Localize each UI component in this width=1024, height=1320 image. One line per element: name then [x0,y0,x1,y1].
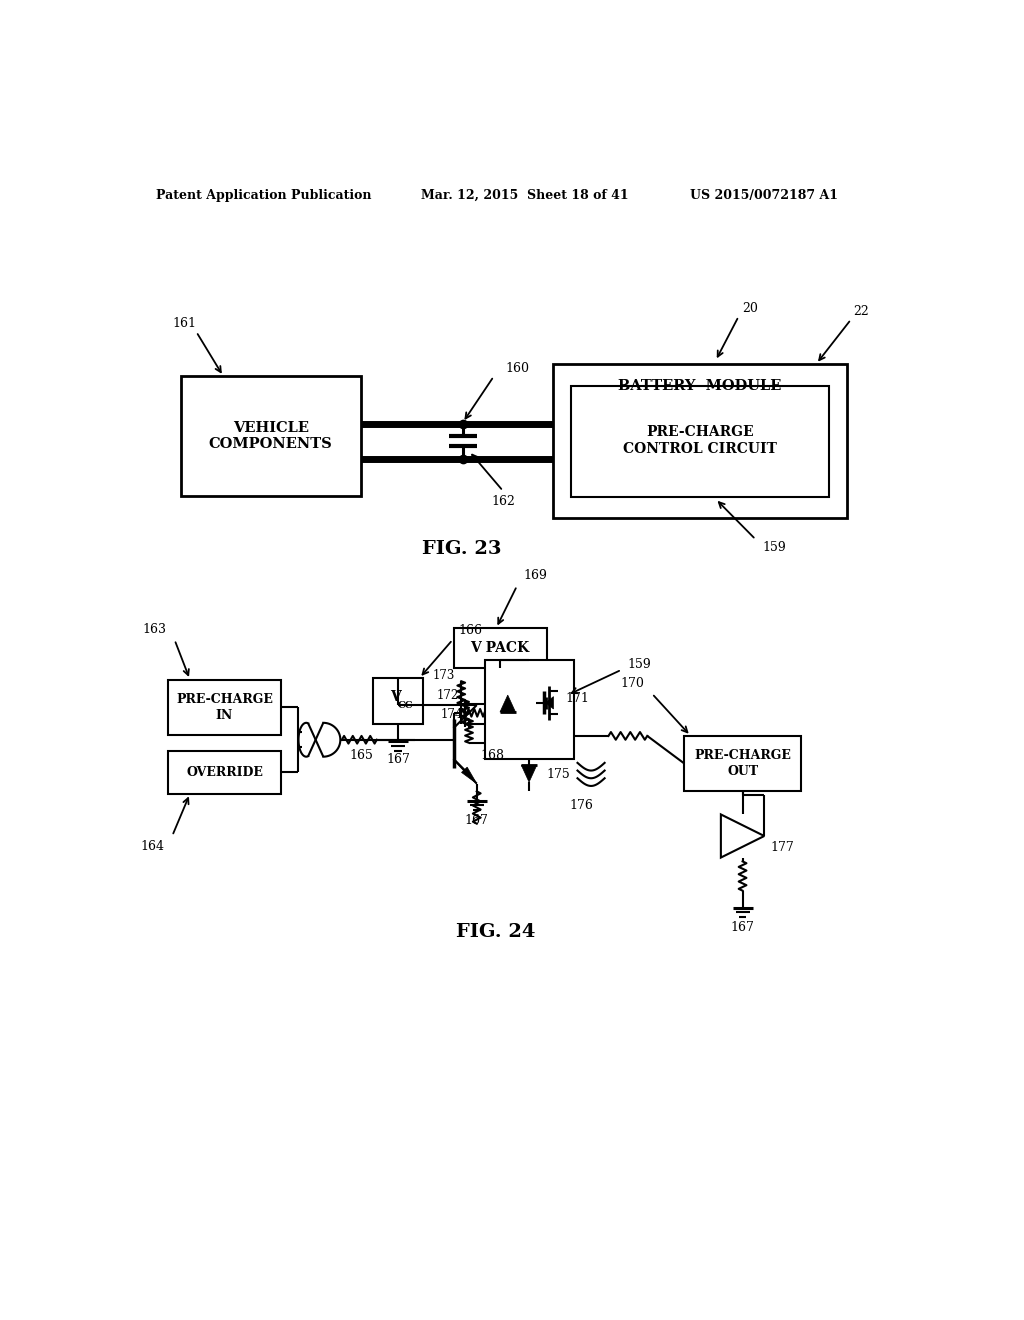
Text: VEHICLE: VEHICLE [232,421,308,436]
Text: 160: 160 [506,362,529,375]
Text: PRE-CHARGE: PRE-CHARGE [176,693,273,706]
Bar [684,737,801,792]
Text: 163: 163 [142,623,167,636]
Text: Mar. 12, 2015  Sheet 18 of 41: Mar. 12, 2015 Sheet 18 of 41 [421,189,629,202]
Polygon shape [462,767,477,784]
Text: 164: 164 [140,840,165,853]
Bar [454,628,547,668]
Text: 169: 169 [523,569,547,582]
Text: 168: 168 [480,748,505,762]
Text: FIG. 23: FIG. 23 [422,540,501,558]
Text: 165: 165 [349,748,374,762]
Text: COMPONENTS: COMPONENTS [209,437,333,450]
Text: 159: 159 [628,657,651,671]
Bar [571,385,828,498]
Polygon shape [546,697,554,709]
Text: IN: IN [216,709,233,722]
Bar [484,660,573,759]
Text: 167: 167 [731,921,755,935]
Text: 162: 162 [492,495,515,508]
Text: 20: 20 [742,302,759,315]
Text: 159: 159 [762,541,785,554]
Bar [553,364,847,517]
Bar [168,751,281,793]
Text: 173: 173 [433,669,455,682]
Text: 170: 170 [621,677,644,690]
Bar [373,678,423,725]
Text: US 2015/0072187 A1: US 2015/0072187 A1 [689,189,838,202]
Polygon shape [721,814,764,858]
Text: 22: 22 [853,305,869,318]
Text: 177: 177 [770,841,795,854]
Text: FIG. 24: FIG. 24 [457,923,536,941]
Text: 161: 161 [173,317,197,330]
Text: PRE-CHARGE: PRE-CHARGE [694,750,791,763]
Text: V PACK: V PACK [470,642,529,655]
Polygon shape [500,696,515,711]
Text: Patent Application Publication: Patent Application Publication [156,189,372,202]
Text: CC: CC [397,701,413,710]
Text: V: V [389,690,400,705]
Text: 176: 176 [569,799,594,812]
Text: 167: 167 [465,814,488,828]
Text: CONTROL CIRCUIT: CONTROL CIRCUIT [623,442,777,457]
Text: PRE-CHARGE: PRE-CHARGE [646,425,754,440]
Text: 175: 175 [546,768,570,781]
Text: 167: 167 [386,754,410,767]
Bar [168,680,281,735]
Text: 171: 171 [566,693,590,705]
Text: OVERRIDE: OVERRIDE [186,766,263,779]
Bar [180,376,360,496]
Polygon shape [521,766,537,781]
Text: BATTERY  MODULE: BATTERY MODULE [618,379,781,392]
Text: OUT: OUT [727,764,758,777]
Text: 172: 172 [436,689,459,702]
Text: 166: 166 [458,624,482,638]
Text: 174: 174 [440,708,463,721]
